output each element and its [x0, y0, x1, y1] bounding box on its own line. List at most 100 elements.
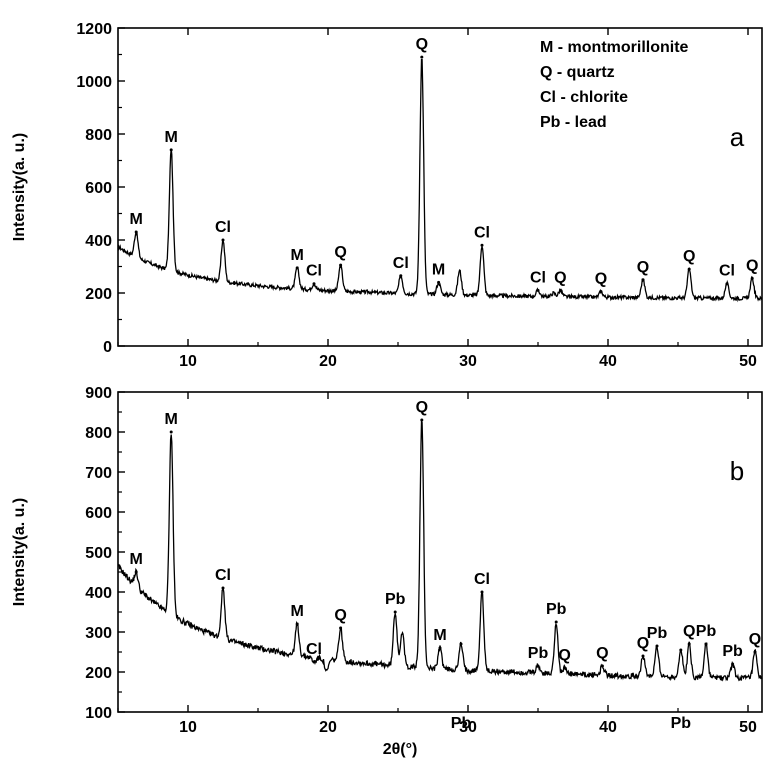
peak-point: [641, 654, 645, 658]
legend: M - montmorillonite Q - quartz Cl - chlori…: [540, 39, 689, 131]
peak-point: [480, 243, 484, 247]
peak-label: Q: [746, 257, 758, 274]
peak-point: [295, 266, 299, 270]
peak-point: [599, 290, 603, 294]
x-tick-label: 40: [599, 353, 617, 370]
y-tick-label: 1000: [76, 74, 112, 91]
peak-point: [420, 55, 424, 59]
plot-frame: [117, 391, 763, 713]
peak-label: Pb: [647, 625, 668, 642]
peak-point: [221, 586, 225, 590]
y-tick-label: 500: [85, 545, 112, 562]
peak-label: Cl: [719, 263, 735, 280]
peak-label: M: [291, 603, 304, 620]
peak-point: [312, 660, 316, 664]
diffraction-trace: [117, 58, 763, 303]
peak-label: M: [165, 411, 178, 428]
peak-point: [438, 646, 442, 650]
peak-label: Q: [554, 269, 566, 286]
y-tick-label: 100: [85, 705, 112, 722]
peak-label: Q: [595, 271, 607, 288]
peak-point: [600, 664, 604, 668]
peak-label: Q: [416, 399, 428, 416]
peak-point: [655, 644, 659, 648]
y-tick-label: 200: [85, 286, 112, 303]
peak-point: [221, 238, 225, 242]
peak-label: Pb: [696, 623, 717, 640]
y-tick-label: 400: [85, 585, 112, 602]
x-tick-label: 50: [739, 719, 757, 736]
diffraction-trace: [117, 420, 763, 682]
peak-label: Q: [334, 244, 346, 261]
y-tick-label: 400: [85, 233, 112, 250]
peak-point: [312, 282, 316, 286]
peak-label: Q: [749, 631, 761, 648]
panel-b: 10 20 30 40 50 100 200 300 400 500 600 700 800 900 Int…: [11, 385, 763, 758]
peak-label: Q: [683, 623, 695, 640]
peak-label: M: [130, 551, 143, 568]
peak-label: Pb: [451, 715, 472, 732]
y-tick-label: 0: [103, 339, 112, 356]
peak-label: Q: [637, 635, 649, 652]
x-tick-label: 30: [459, 719, 477, 736]
peak-point: [134, 570, 138, 574]
peak-point: [480, 590, 484, 594]
x-tick-label: 10: [179, 353, 197, 370]
peak-point: [731, 662, 735, 666]
peak-point: [753, 650, 757, 654]
legend-entry: Pb - lead: [540, 114, 607, 131]
peak-label: Q: [637, 259, 649, 276]
peak-point: [687, 267, 691, 271]
legend-entry: M - montmorillonite: [540, 39, 689, 56]
peak-label: Cl: [215, 219, 231, 236]
x-tick-label: 20: [319, 719, 337, 736]
peak-label: M: [291, 247, 304, 264]
panel-a: 10 20 30 40 50 0 200 400 600 800 1000 1200 Intensity…: [11, 21, 763, 370]
peak-label: Cl: [393, 255, 409, 272]
y-tick-label: 300: [85, 625, 112, 642]
peak-label: Q: [416, 36, 428, 53]
y-tick-label: 900: [85, 385, 112, 402]
peak-point: [536, 664, 540, 668]
peak-point: [641, 278, 645, 282]
peak-point: [169, 148, 173, 152]
peak-label: Q: [683, 248, 695, 265]
peak-point: [679, 648, 683, 652]
peak-point: [459, 642, 463, 646]
peak-point: [554, 620, 558, 624]
x-tick-label: 50: [739, 353, 757, 370]
peak-label: Pb: [671, 715, 692, 732]
peak-label: Q: [334, 607, 346, 624]
peak-point: [169, 430, 173, 434]
peak-label: Cl: [215, 567, 231, 584]
peak-label: Pb: [385, 591, 406, 608]
peak-point: [563, 666, 567, 670]
x-tick-label: 20: [319, 353, 337, 370]
x-axis-title: 2θ(°): [383, 741, 418, 758]
peak-point: [420, 418, 424, 422]
peak-point: [339, 626, 343, 630]
y-tick-label: 200: [85, 665, 112, 682]
peak-label: Pb: [528, 645, 549, 662]
y-tick-label: 1200: [76, 21, 112, 38]
peak-label: M: [433, 627, 446, 644]
peak-point: [295, 622, 299, 626]
x-tick-label: 10: [179, 719, 197, 736]
y-axis-title: Intensity(a. u.): [11, 133, 28, 241]
peak-label: Q: [596, 645, 608, 662]
legend-entry: Q - quartz: [540, 64, 615, 81]
peak-point: [339, 263, 343, 267]
peak-label: Cl: [474, 571, 490, 588]
peak-point: [399, 274, 403, 278]
peak-point: [558, 288, 562, 292]
panel-letter: b: [730, 456, 744, 486]
peak-label: Pb: [722, 643, 743, 660]
x-tick-label: 30: [459, 353, 477, 370]
peak-label: Cl: [474, 224, 490, 241]
peak-point: [536, 288, 540, 292]
peak-label: Cl: [306, 263, 322, 280]
peak-point: [750, 276, 754, 280]
y-tick-label: 700: [85, 465, 112, 482]
peak-label: M: [432, 261, 445, 278]
